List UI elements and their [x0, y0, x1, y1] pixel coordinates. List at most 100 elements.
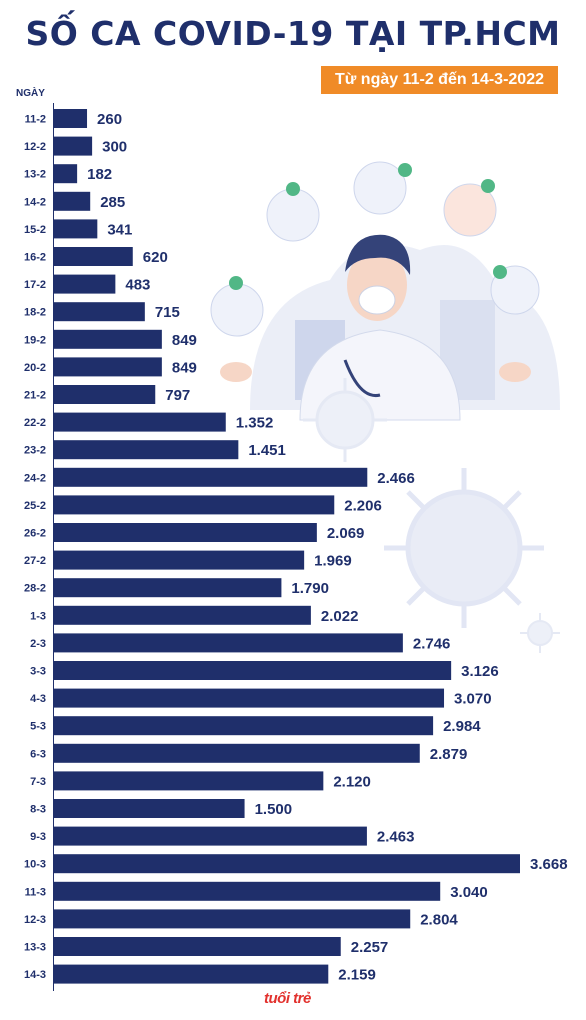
- value-label: 620: [143, 249, 168, 266]
- value-label: 3.126: [461, 663, 499, 680]
- bar: [54, 578, 282, 598]
- category-label: 7-3: [30, 776, 46, 788]
- category-label: 28-2: [24, 583, 46, 595]
- category-label: 2-3: [30, 638, 46, 650]
- value-label: 2.746: [413, 635, 451, 652]
- category-label: 11-3: [25, 886, 46, 898]
- value-label: 341: [107, 221, 132, 238]
- value-label: 2.466: [377, 470, 415, 487]
- bar: [54, 136, 93, 156]
- value-label: 2.069: [327, 525, 365, 542]
- category-label: 24-2: [24, 472, 46, 484]
- bar: [54, 523, 317, 542]
- value-label: 797: [165, 387, 190, 404]
- doctor-hair: [345, 234, 411, 275]
- category-label: 1-3: [30, 610, 46, 622]
- value-label: 300: [102, 139, 127, 156]
- value-label: 849: [172, 359, 197, 376]
- bar: [54, 633, 403, 653]
- bar: [54, 357, 162, 377]
- value-label: 182: [87, 166, 112, 183]
- woman-mask-icon: [353, 161, 407, 215]
- bar: [54, 302, 145, 322]
- check-icon: [493, 265, 507, 279]
- value-label: 849: [172, 332, 197, 349]
- virus-icon: [520, 613, 560, 653]
- value-label: 2.984: [443, 718, 481, 735]
- category-label: 18-2: [24, 307, 46, 319]
- value-label: 2.879: [430, 746, 468, 763]
- value-label: 2.257: [351, 939, 389, 956]
- bar: [54, 771, 324, 791]
- category-label: 20-2: [24, 362, 46, 374]
- category-label: 21-2: [24, 390, 46, 402]
- category-label: 25-2: [24, 500, 46, 512]
- bar: [54, 274, 116, 294]
- category-label: 12-3: [24, 914, 46, 926]
- category-label: 16-2: [24, 252, 46, 264]
- check-icon: [286, 182, 300, 196]
- value-label: 2.022: [321, 608, 359, 625]
- bar: [54, 688, 445, 708]
- category-label: 12-2: [24, 141, 46, 153]
- value-label: 1.790: [291, 580, 329, 597]
- category-label: 9-3: [30, 831, 46, 843]
- bar: [54, 385, 156, 404]
- y-axis-label: NGÀY: [16, 88, 45, 99]
- category-label: 19-2: [24, 334, 46, 346]
- bar: [54, 826, 367, 846]
- virus-icon: [303, 378, 387, 462]
- category-label: 8-3: [30, 804, 46, 816]
- bar: [54, 329, 162, 349]
- category-label: 6-3: [30, 748, 46, 760]
- bar: [54, 467, 368, 487]
- check-icon: [398, 163, 412, 177]
- bar: [54, 109, 88, 128]
- bar: [54, 661, 452, 680]
- category-label: 15-2: [24, 224, 46, 236]
- category-label: 13-2: [24, 169, 46, 181]
- bar: [54, 440, 239, 460]
- bar: [54, 799, 245, 818]
- bar: [54, 247, 133, 266]
- category-label: 14-3: [24, 969, 46, 981]
- bar: [54, 219, 98, 239]
- check-icon: [229, 276, 243, 290]
- bar: [54, 716, 434, 736]
- value-label: 3.040: [450, 884, 488, 901]
- y-axis-line: [53, 103, 54, 991]
- category-label: 11-2: [25, 114, 46, 126]
- bar: [54, 937, 341, 956]
- stethoscope-icon: [343, 359, 381, 398]
- value-label: 285: [100, 194, 125, 211]
- value-label: 2.804: [420, 911, 458, 928]
- bar: [54, 191, 91, 211]
- bar: [54, 605, 311, 625]
- brand-logo: tuổi trẻ: [264, 990, 311, 1007]
- virus-icon: [384, 468, 544, 628]
- category-label: 10-3: [24, 859, 46, 871]
- category-label: 27-2: [24, 555, 46, 567]
- category-label: 17-2: [24, 279, 46, 291]
- category-label: 5-3: [30, 721, 46, 733]
- category-label: 23-2: [24, 445, 46, 457]
- value-label: 2.159: [338, 967, 376, 984]
- value-label: 715: [155, 304, 180, 321]
- category-label: 26-2: [24, 528, 46, 540]
- value-label: 1.352: [236, 415, 274, 432]
- value-label: 1.451: [248, 442, 286, 459]
- chart-title: SỐ CA COVID-19 TẠI TP.HCM: [25, 14, 561, 53]
- bar: [54, 964, 329, 984]
- category-label: 13-3: [24, 942, 46, 954]
- value-label: 2.120: [333, 773, 371, 790]
- date-range-badge: Từ ngày 11-2 đến 14-3-2022: [320, 66, 558, 94]
- category-label: 4-3: [30, 693, 46, 705]
- value-label: 2.463: [377, 829, 415, 846]
- bar: [54, 164, 78, 184]
- hand-left: [220, 362, 252, 382]
- bar: [54, 412, 226, 432]
- bar: [54, 909, 411, 929]
